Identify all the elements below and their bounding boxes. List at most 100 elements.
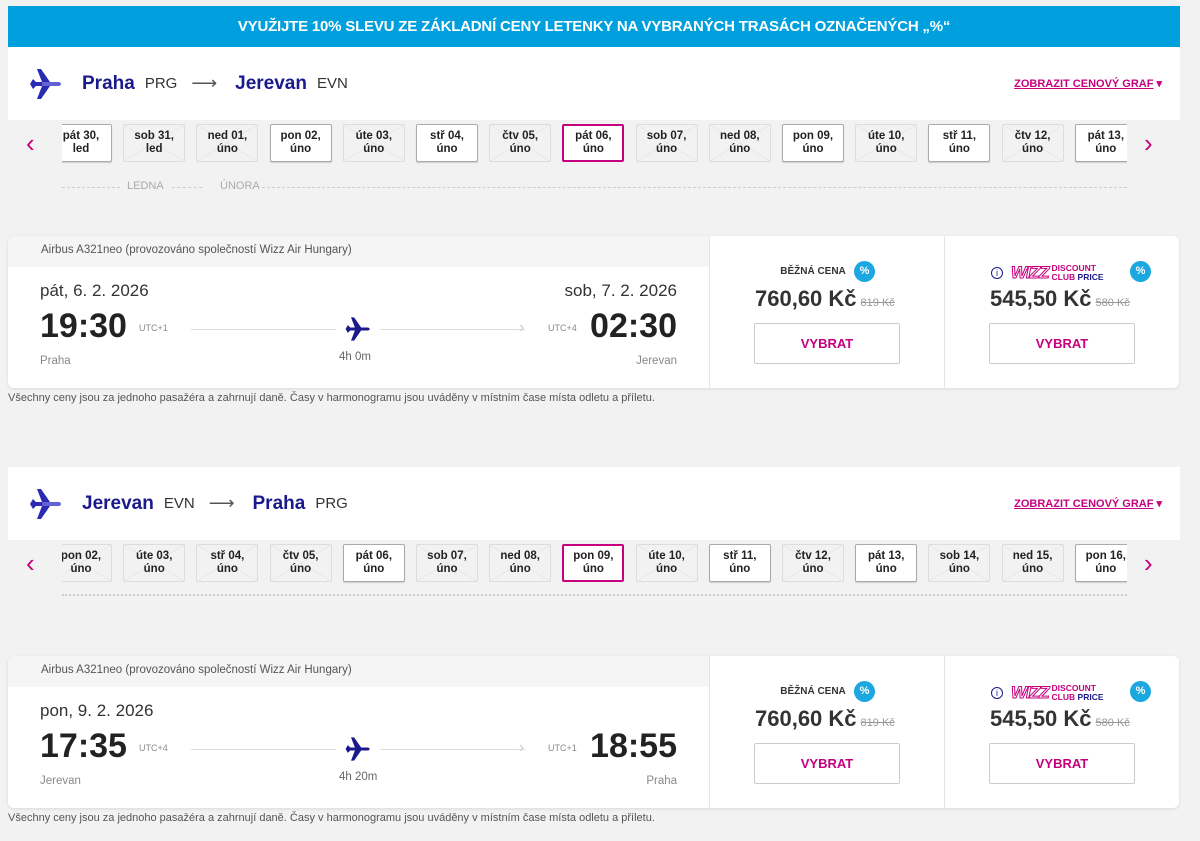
select-club-button[interactable]: VYBRAT <box>989 743 1135 784</box>
prev-dates-chevron-icon[interactable]: ‹ <box>26 548 35 578</box>
route-header: Jerevan EVN ⟶ Praha PRG ZOBRAZIT CENOVÝ … <box>8 467 1180 540</box>
date-option[interactable]: úte 10, úno <box>855 124 918 162</box>
route-arrow-icon: ⟶ <box>208 493 235 513</box>
date-option[interactable]: čtv 12, úno <box>1001 124 1064 162</box>
date-option[interactable]: pon 16, úno <box>1074 544 1127 582</box>
select-regular-button[interactable]: VYBRAT <box>754 323 900 364</box>
club-price: 545,50 Kč 580 Kč <box>990 706 1130 732</box>
departure-city: Praha <box>40 355 71 367</box>
date-month: úno <box>436 143 458 155</box>
date-day: čtv 05, <box>282 550 319 562</box>
date-day: pát 06, <box>355 550 393 562</box>
date-month: úno <box>802 143 824 155</box>
date-month: úno <box>509 143 531 155</box>
date-option[interactable]: sob 31, led <box>123 124 186 162</box>
date-option[interactable]: ned 08, úno <box>489 544 552 582</box>
date-day: pon 16, <box>1085 550 1126 562</box>
date-day: stř 04, <box>430 130 464 142</box>
price-note: Všechny ceny jsou za jednoho pasažéra a … <box>8 812 655 824</box>
airplane-icon <box>344 315 372 343</box>
next-dates-chevron-icon[interactable]: › <box>1144 128 1153 158</box>
date-day: sob 14, <box>939 550 980 562</box>
date-day: úte 10, <box>867 130 905 142</box>
old-price: 580 Kč <box>1095 717 1130 729</box>
aircraft-info: Airbus A321neo (provozováno společností … <box>8 656 709 687</box>
date-day: ned 15, <box>1012 550 1053 562</box>
date-option[interactable]: ned 01, úno <box>196 124 259 162</box>
departure-time: 17:35 <box>40 727 127 765</box>
date-month: úno <box>948 563 970 575</box>
date-day: sob 07, <box>427 550 467 562</box>
club-price-cell: i WIZZ DISCOUNT CLUB PRICE % 545,50 Kč 580… <box>944 236 1179 388</box>
date-option[interactable]: pát 13, úno <box>1074 124 1127 162</box>
date-option[interactable]: pát 06, úno <box>342 544 405 582</box>
date-option[interactable]: pon 09, úno <box>782 124 844 162</box>
date-month: úno <box>802 563 824 575</box>
date-month: led <box>72 143 90 155</box>
date-option[interactable]: stř 11, úno <box>708 544 771 582</box>
date-day: čtv 12, <box>795 550 831 562</box>
graph-link-label: ZOBRAZIT CENOVÝ GRAF <box>1014 78 1154 90</box>
date-day: ned 01, <box>207 130 248 142</box>
date-option[interactable]: pát 13, úno <box>855 544 918 582</box>
date-option[interactable]: ned 08, úno <box>708 124 771 162</box>
arrival-timezone: UTC+4 <box>548 323 577 333</box>
date-month: úno <box>656 143 678 155</box>
departure-timezone: UTC+1 <box>139 323 168 333</box>
date-option[interactable]: pon 09, úno <box>562 544 625 582</box>
flight-card: Airbus A321neo (provozováno společností … <box>8 236 1179 388</box>
date-option[interactable]: pon 02, úno <box>269 124 332 162</box>
date-option[interactable]: stř 11, úno <box>928 124 991 162</box>
date-option[interactable]: stř 04, úno <box>416 124 478 162</box>
date-option[interactable]: sob 07, úno <box>635 124 698 162</box>
date-month: úno <box>582 563 604 575</box>
next-dates-chevron-icon[interactable]: › <box>1144 548 1153 578</box>
promo-banner: VYUŽIJTE 10% SLEVU ZE ZÁKLADNÍ CENY LETE… <box>8 6 1180 47</box>
discount-percent-icon: % <box>1130 261 1151 282</box>
price-value: 545,50 Kč <box>990 706 1092 731</box>
show-price-graph-link[interactable]: ZOBRAZIT CENOVÝ GRAF ▾ <box>1014 497 1162 510</box>
prev-dates-chevron-icon[interactable]: ‹ <box>26 128 35 158</box>
info-icon[interactable]: i <box>991 267 1003 279</box>
date-month: úno <box>216 143 238 155</box>
date-month: úno <box>1095 563 1117 575</box>
regular-price: 760,60 Kč 819 Kč <box>755 706 895 732</box>
date-option[interactable]: sob 07, úno <box>416 544 478 582</box>
date-option[interactable]: sob 14, úno <box>928 544 991 582</box>
arrival-time: 18:55 <box>590 727 677 765</box>
info-icon[interactable]: i <box>991 687 1003 699</box>
arrow-right-icon: › <box>519 319 525 336</box>
old-price: 580 Kč <box>1095 297 1130 309</box>
date-day: sob 07, <box>646 130 687 142</box>
month-label: ÚNORA <box>220 180 260 192</box>
date-option[interactable]: čtv 12, úno <box>782 544 844 582</box>
date-option[interactable]: úte 10, úno <box>635 544 698 582</box>
date-option[interactable]: úte 03, úno <box>123 544 186 582</box>
origin-code: PRG <box>144 75 178 92</box>
date-option[interactable]: pát 06, úno <box>562 124 625 162</box>
date-option[interactable]: čtv 05, úno <box>489 124 552 162</box>
date-month: úno <box>875 563 897 575</box>
date-option[interactable]: stř 04, úno <box>196 544 259 582</box>
date-option[interactable]: pát 30, led <box>62 124 112 162</box>
arrow-right-icon: › <box>519 739 525 756</box>
date-day: pát 13, <box>1087 130 1125 142</box>
date-month: úno <box>290 563 312 575</box>
date-month: úno <box>216 563 238 575</box>
date-day: sob 31, <box>134 130 174 142</box>
date-month: úno <box>656 563 678 575</box>
date-option[interactable]: pon 02, úno <box>62 544 112 582</box>
date-option[interactable]: ned 15, úno <box>1001 544 1064 582</box>
date-day: pon 02, <box>280 130 321 142</box>
show-price-graph-link[interactable]: ZOBRAZIT CENOVÝ GRAF ▾ <box>1014 77 1162 90</box>
select-club-button[interactable]: VYBRAT <box>989 323 1135 364</box>
destination-city: Praha <box>252 492 306 514</box>
select-regular-button[interactable]: VYBRAT <box>754 743 900 784</box>
date-month: úno <box>1022 143 1044 155</box>
date-month: úno <box>582 143 604 155</box>
club-label: DISCOUNT <box>1051 683 1096 693</box>
date-month: úno <box>948 143 970 155</box>
date-option[interactable]: čtv 05, úno <box>269 544 332 582</box>
date-month: úno <box>509 563 531 575</box>
date-option[interactable]: úte 03, úno <box>342 124 405 162</box>
